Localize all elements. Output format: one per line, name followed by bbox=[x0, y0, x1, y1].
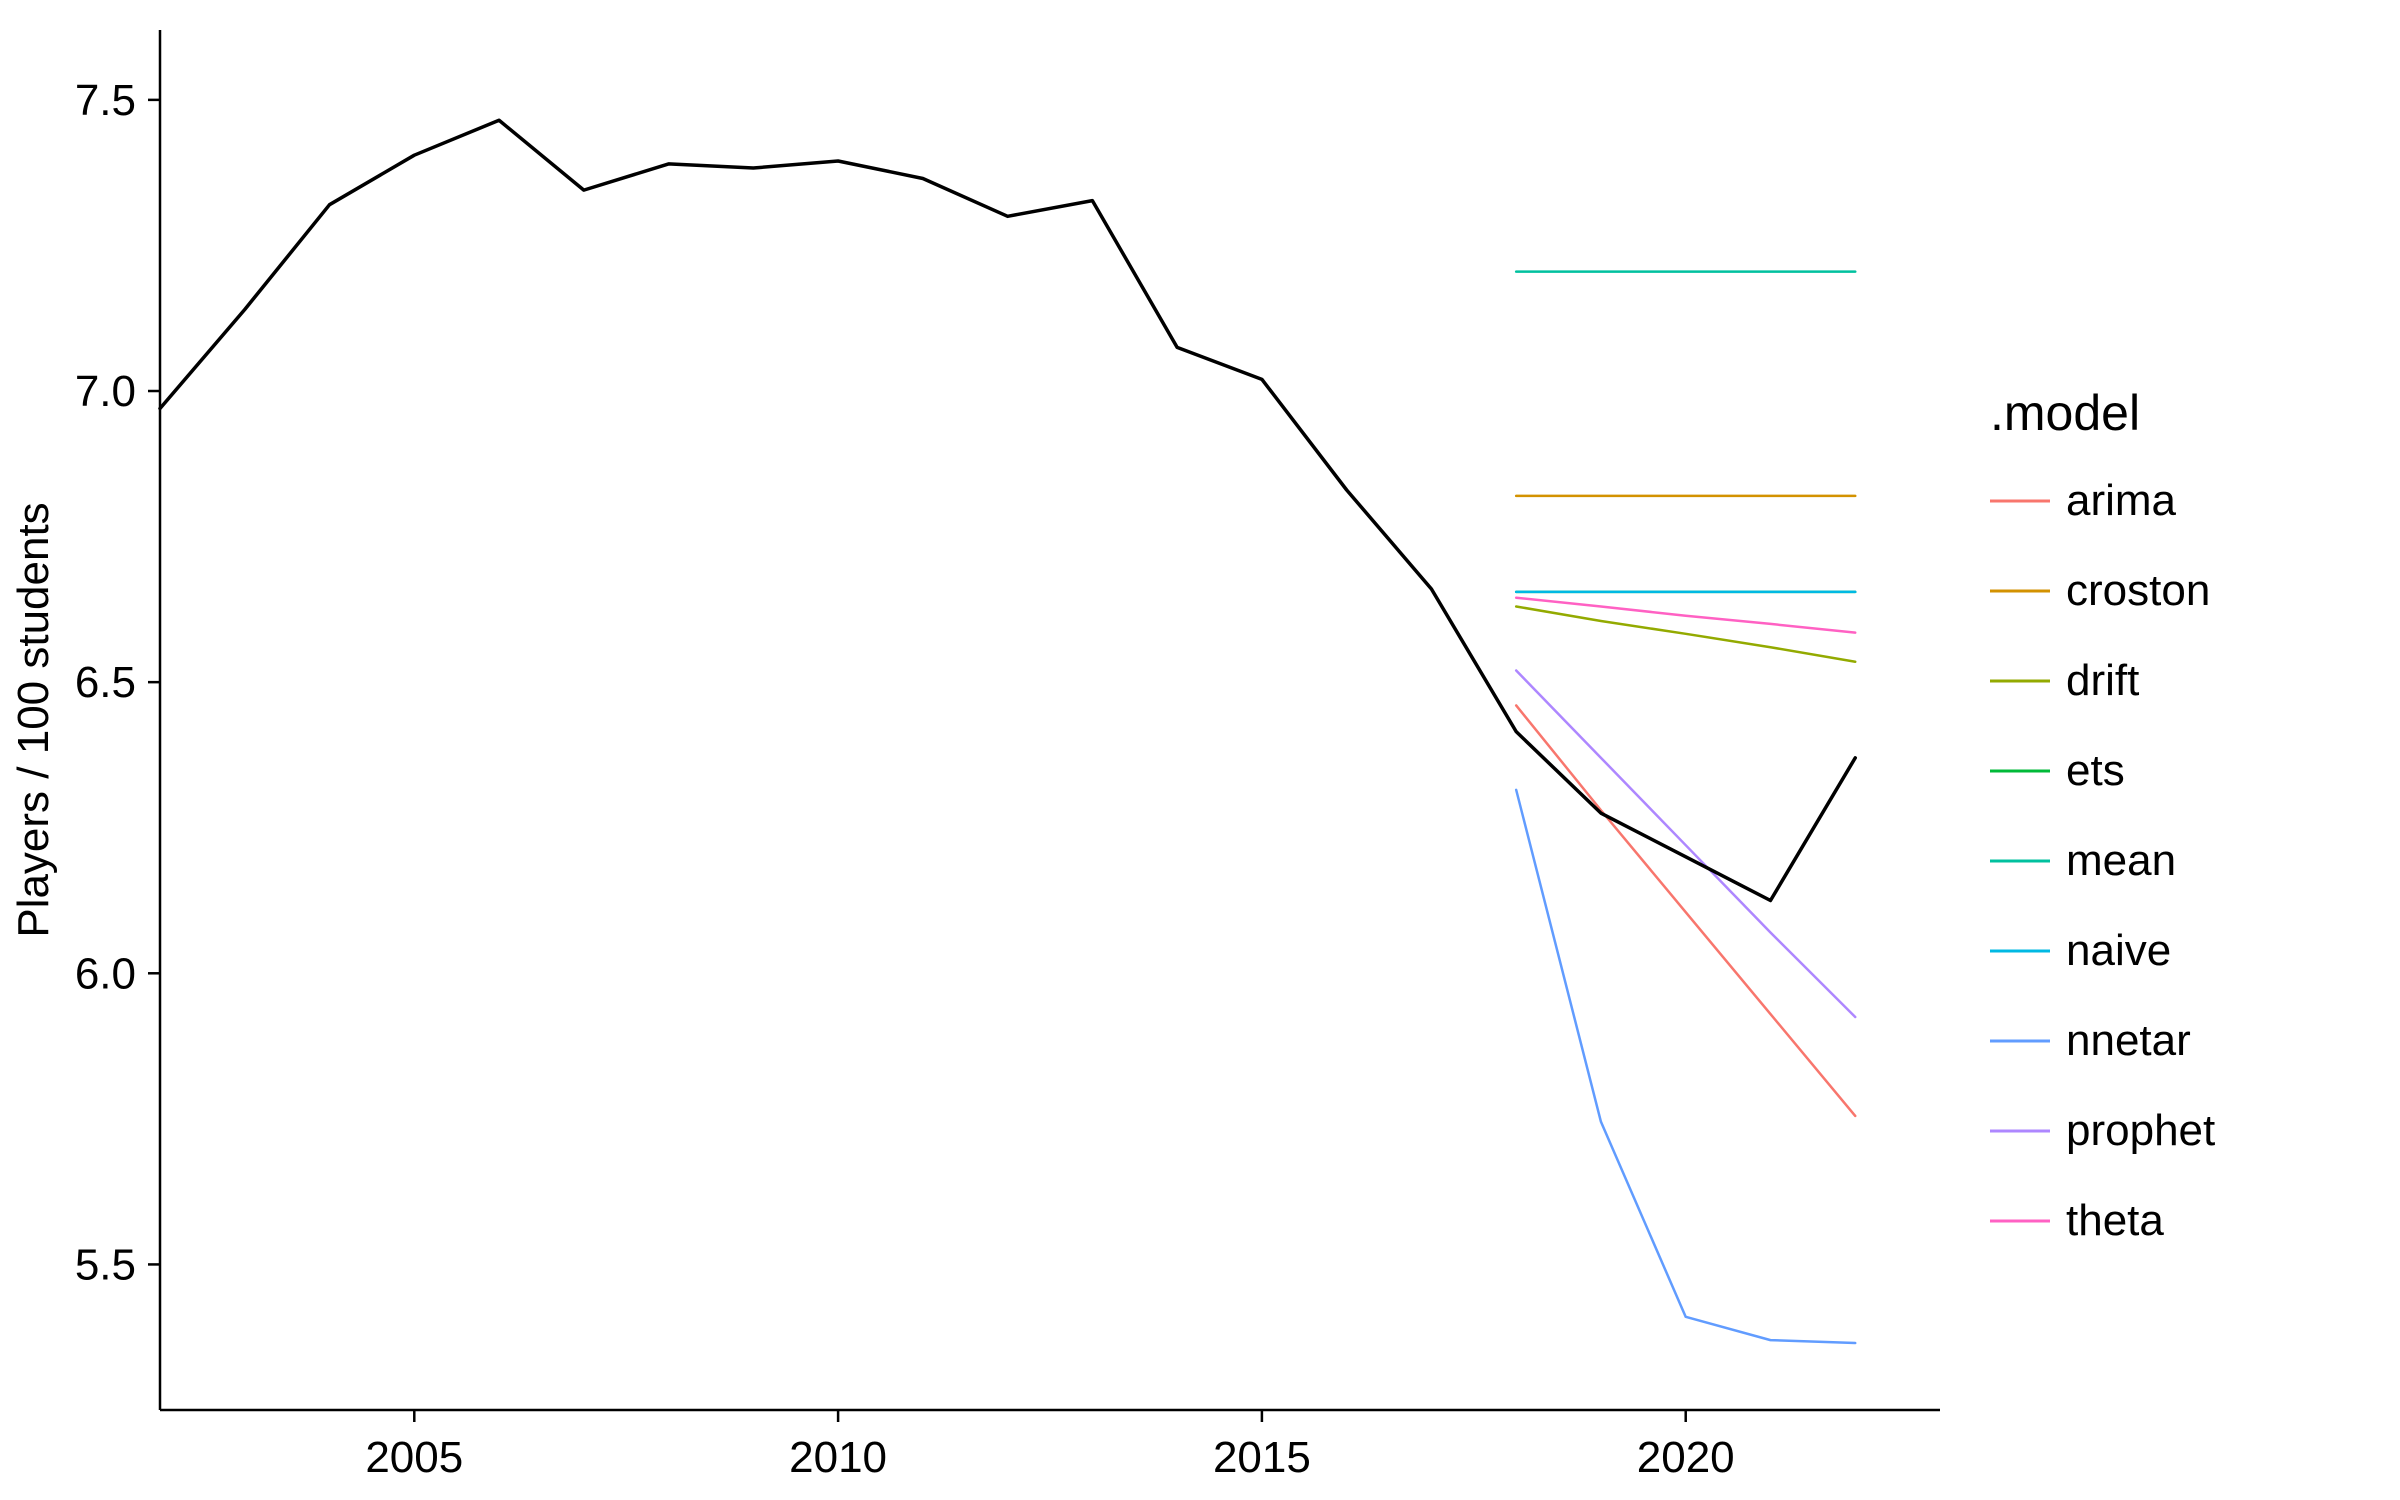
forecast-line-chart: 2005 2010 2015 2020 5.5 6.0 6.5 7.0 7.5 Players /… bbox=[0, 0, 2400, 1500]
legend-label-naive: naive bbox=[2066, 926, 2171, 975]
y-tick-label: 7.5 bbox=[75, 76, 136, 125]
x-tick-label: 2005 bbox=[365, 1433, 463, 1482]
legend-label-prophet: prophet bbox=[2066, 1106, 2215, 1155]
x-tick-label: 2015 bbox=[1213, 1433, 1311, 1482]
y-tick-label: 6.5 bbox=[75, 658, 136, 707]
y-axis-label: Players / 100 students bbox=[9, 502, 58, 937]
legend-label-theta: theta bbox=[2066, 1196, 2164, 1245]
legend-title: .model bbox=[1990, 385, 2140, 441]
y-tick-label: 5.5 bbox=[75, 1240, 136, 1289]
legend-label-croston: croston bbox=[2066, 566, 2210, 615]
legend-label-arima: arima bbox=[2066, 476, 2177, 525]
x-tick-label: 2010 bbox=[789, 1433, 887, 1482]
legend-label-ets: ets bbox=[2066, 746, 2125, 795]
legend-label-mean: mean bbox=[2066, 836, 2176, 885]
y-tick-label: 7.0 bbox=[75, 367, 136, 416]
x-tick-label: 2020 bbox=[1637, 1433, 1735, 1482]
y-tick-label: 6.0 bbox=[75, 949, 136, 998]
legend-label-drift: drift bbox=[2066, 656, 2139, 705]
legend-label-nnetar: nnetar bbox=[2066, 1016, 2191, 1065]
